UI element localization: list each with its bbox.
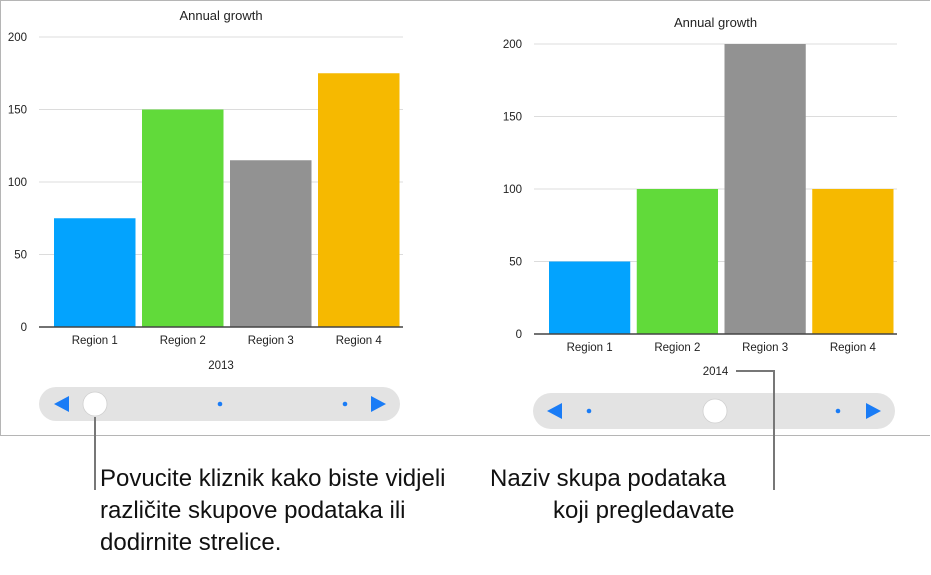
slider-step-dot[interactable] — [835, 408, 841, 414]
previous-arrow-icon[interactable] — [547, 403, 562, 419]
y-tick-label: 0 — [21, 322, 27, 334]
slider-thumb[interactable] — [82, 391, 108, 417]
y-tick-label: 150 — [8, 105, 27, 117]
callout-line: Naziv skupa podataka — [490, 465, 727, 492]
y-tick-label: 200 — [503, 39, 522, 51]
bar-region-3 — [724, 44, 806, 334]
next-arrow-icon[interactable] — [866, 403, 881, 419]
x-tick-label: Region 4 — [336, 335, 383, 347]
x-tick-label: Region 3 — [248, 335, 294, 347]
bar-region-3 — [230, 160, 312, 327]
x-tick-label: Region 1 — [72, 335, 118, 347]
callout-line: dodirnite strelice. — [100, 529, 282, 556]
slider-step-dot[interactable] — [586, 408, 592, 414]
bar-region-4 — [812, 189, 894, 334]
bar-region-1 — [54, 218, 136, 327]
bar-region-2 — [142, 109, 224, 327]
callout-line: različite skupove podataka ili — [100, 497, 406, 524]
y-tick-label: 150 — [503, 112, 522, 124]
y-tick-label: 50 — [14, 250, 27, 262]
dataset-name: 2014 — [703, 366, 729, 378]
bar-region-4 — [318, 73, 400, 327]
y-tick-label: 100 — [503, 184, 522, 196]
dataset-name: 2013 — [208, 360, 234, 372]
chart-title: Annual growth — [674, 15, 757, 30]
x-tick-label: Region 1 — [567, 342, 613, 354]
x-tick-label: Region 2 — [654, 342, 700, 354]
bar-region-2 — [636, 189, 718, 334]
bar-region-1 — [549, 261, 631, 334]
x-tick-label: Region 4 — [830, 342, 877, 354]
y-tick-label: 100 — [8, 177, 27, 189]
slider-thumb[interactable] — [702, 398, 728, 424]
slider-step-dot[interactable] — [217, 401, 223, 407]
dataset-name-callout: Naziv skupa podataka koji pregledavate — [490, 463, 734, 527]
callout-line: koji pregledavate — [553, 497, 735, 524]
chart-frame — [0, 0, 930, 436]
y-tick-label: 50 — [509, 257, 522, 269]
callout-leader-line — [736, 370, 775, 490]
next-arrow-icon[interactable] — [371, 396, 386, 412]
slider-callout: Povucite kliznik kako biste vidjeli razl… — [100, 463, 445, 559]
callout-line: Povucite kliznik kako biste vidjeli — [100, 465, 446, 492]
y-tick-label: 200 — [8, 32, 27, 44]
previous-arrow-icon[interactable] — [54, 396, 69, 412]
x-tick-label: Region 2 — [160, 335, 206, 347]
chart-title: Annual growth — [179, 8, 262, 23]
x-tick-label: Region 3 — [742, 342, 788, 354]
y-tick-label: 0 — [516, 329, 522, 341]
slider-step-dot[interactable] — [342, 401, 348, 407]
